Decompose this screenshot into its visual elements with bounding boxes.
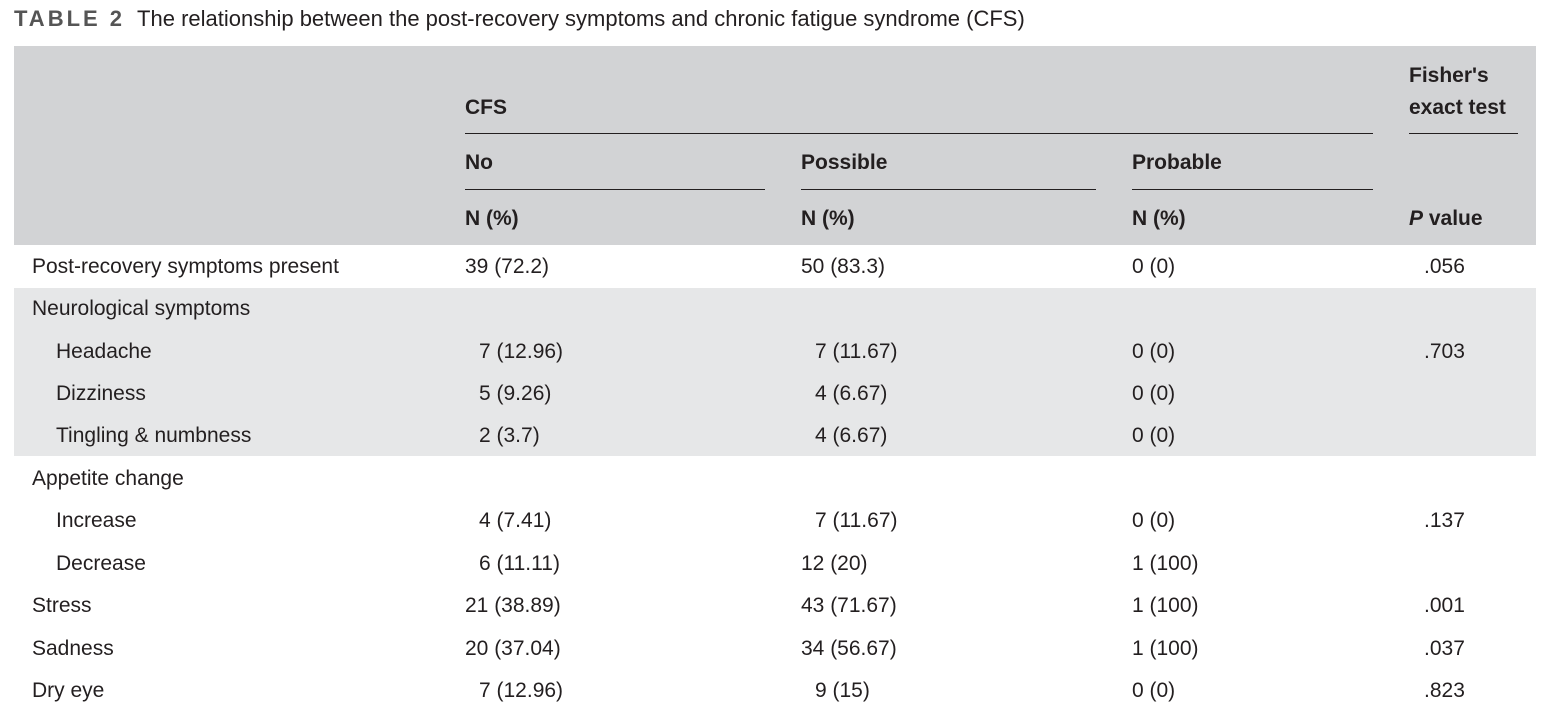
cell-possible: 50 (83.3) [801,255,886,278]
test-group-rule [1409,133,1518,134]
row-label: Stress [32,594,92,617]
row-label: Appetite change [32,467,184,490]
row-label: Post-recovery symptoms present [32,255,339,278]
row-band-neurological [14,288,1536,456]
header-probable: Probable [1132,151,1222,174]
cell-no: 6 (11.11) [479,552,560,575]
cell-p-value: .001 [1424,594,1465,617]
cell-p-value: .037 [1424,637,1465,660]
header-p-value: P value [1409,207,1483,231]
header-no: No [465,151,493,174]
header-n-pct-probable: N (%) [1132,207,1186,230]
table-header-background [14,46,1536,245]
row-label: Sadness [32,637,114,660]
cell-possible: 43 (71.67) [801,594,897,617]
header-n-pct-no: N (%) [465,207,519,230]
cell-no: 20 (37.04) [465,637,561,660]
row-label: Headache [56,340,152,363]
cell-probable: 0 (0) [1132,340,1176,363]
cell-probable: 0 (0) [1132,679,1176,702]
row-label: Increase [56,509,137,532]
header-n-pct-possible: N (%) [801,207,855,230]
cell-p-value: .137 [1424,509,1465,532]
table-caption: TABLE 2 The relationship between the post… [14,6,1025,32]
no-column-rule [465,189,765,190]
row-label: Dizziness [56,382,146,405]
cell-no: 7 (12.96) [479,340,564,363]
table-title: The relationship between the post-recove… [137,6,1025,31]
cell-possible: 7 (11.67) [815,509,898,532]
cell-no: 21 (38.89) [465,594,561,617]
cell-no: 2 (3.7) [479,424,540,447]
cell-no: 39 (72.2) [465,255,550,278]
cell-probable: 1 (100) [1132,637,1199,660]
cell-possible: 34 (56.67) [801,637,897,660]
cell-probable: 1 (100) [1132,552,1199,575]
row-label: Dry eye [32,679,105,702]
probable-column-rule [1132,189,1373,190]
cell-possible: 4 (6.67) [815,424,888,447]
cell-no: 7 (12.96) [479,679,564,702]
header-fisher-line1: Fisher's [1409,64,1489,87]
header-p-italic: P [1409,207,1424,230]
cell-possible: 4 (6.67) [815,382,888,405]
cell-probable: 0 (0) [1132,424,1176,447]
header-fisher-line2: exact test [1409,96,1506,119]
table-label: TABLE 2 [14,6,126,31]
possible-column-rule [801,189,1096,190]
cell-p-value: .703 [1424,340,1465,363]
cfs-group-rule [465,133,1373,134]
header-p-rest: value [1423,207,1483,230]
cell-probable: 0 (0) [1132,382,1176,405]
cell-p-value: .823 [1424,679,1465,702]
cell-p-value: .056 [1424,255,1465,278]
cell-no: 4 (7.41) [479,509,552,532]
row-label: Decrease [56,552,146,575]
cell-probable: 0 (0) [1132,255,1176,278]
cell-probable: 1 (100) [1132,594,1199,617]
header-cfs: CFS [465,96,507,119]
header-possible: Possible [801,151,888,174]
cell-possible: 7 (11.67) [815,340,898,363]
row-label: Tingling & numbness [56,424,252,447]
cell-possible: 12 (20) [801,552,868,575]
cell-probable: 0 (0) [1132,509,1176,532]
row-label: Neurological symptoms [32,297,251,320]
cell-possible: 9 (15) [815,679,870,702]
cell-no: 5 (9.26) [479,382,552,405]
